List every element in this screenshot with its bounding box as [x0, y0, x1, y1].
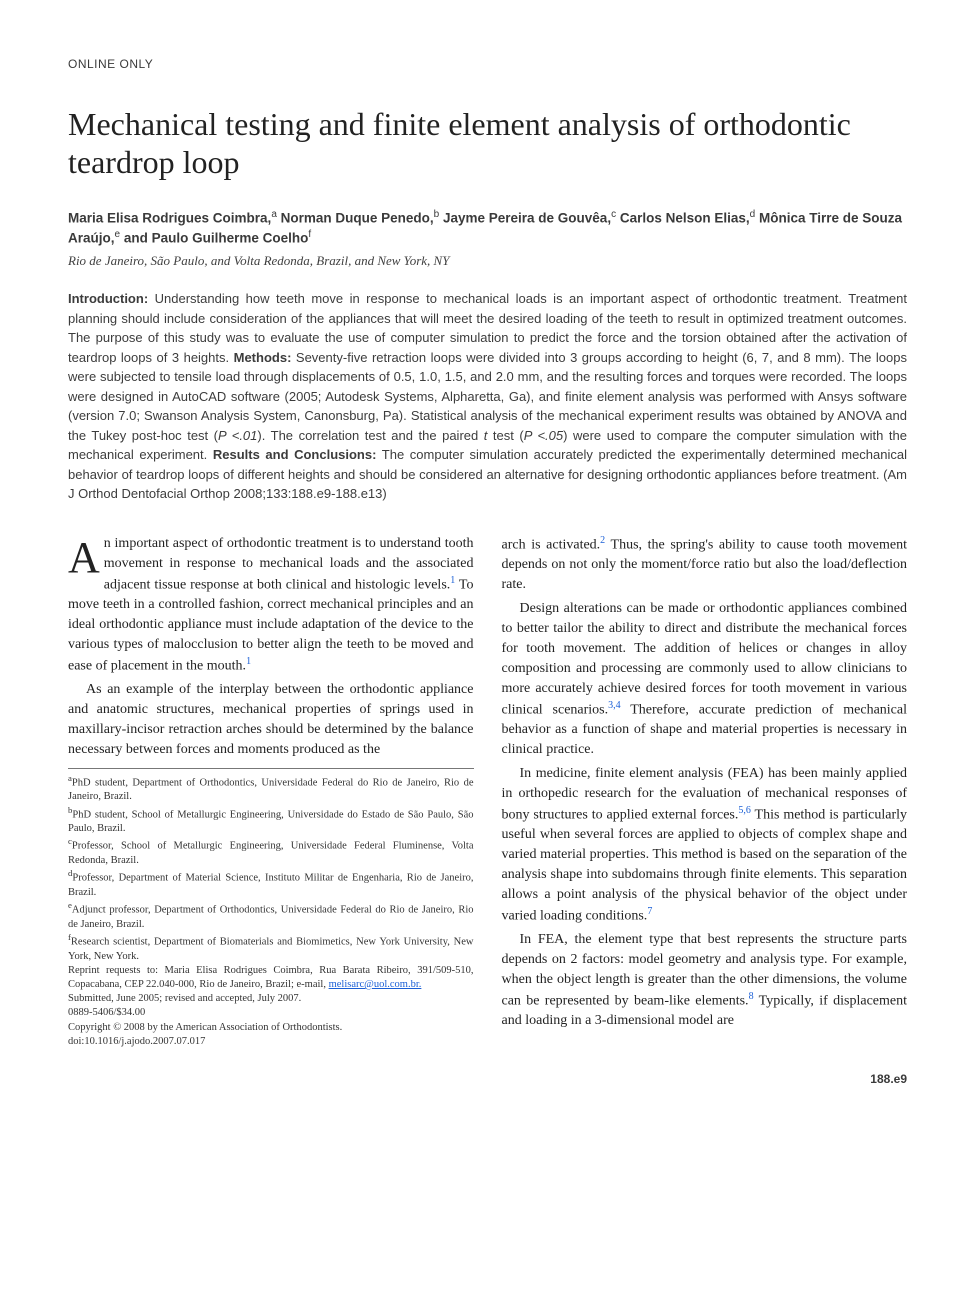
article-title: Mechanical testing and finite element an… [68, 106, 907, 182]
body-p3: arch is activated.2 Thus, the spring's a… [502, 534, 908, 595]
abstract-results-label: Results and Conclusions: [213, 447, 377, 462]
page-number: 188.e9 [68, 1071, 907, 1087]
affil-b: bPhD student, School of Metallurgic Engi… [68, 805, 474, 837]
abstract-p05: P <.05 [524, 428, 563, 443]
copyright-line: Copyright © 2008 by the American Associa… [68, 1021, 474, 1035]
abstract-methods-label: Methods: [234, 350, 292, 365]
body-p1: An important aspect of orthodontic treat… [68, 534, 474, 676]
reference-5-6[interactable]: 5,6 [738, 805, 751, 816]
affil-c: cProfessor, School of Metallurgic Engine… [68, 836, 474, 868]
doi-line: doi:10.1016/j.ajodo.2007.07.017 [68, 1035, 474, 1049]
affil-d: dProfessor, Department of Material Scien… [68, 868, 474, 900]
body-p3a: arch is activated. [502, 538, 601, 553]
submitted-line: Submitted, June 2005; revised and accept… [68, 992, 474, 1006]
abstract-intro-label: Introduction: [68, 291, 148, 306]
reference-3-4[interactable]: 3,4 [608, 700, 621, 711]
body-p4a: Design alterations can be made or orthod… [502, 601, 908, 717]
affil-e: eAdjunct professor, Department of Orthod… [68, 900, 474, 932]
affil-f: fResearch scientist, Department of Bioma… [68, 932, 474, 964]
body-p5b: This method is particularly useful when … [502, 807, 908, 923]
abstract-methods-tail: ). The correlation test and the paired [257, 428, 483, 443]
abstract-block: Introduction: Understanding how teeth mo… [68, 289, 907, 504]
body-p2: As an example of the interplay between t… [68, 680, 474, 760]
affiliation-block: aPhD student, Department of Orthodontics… [68, 768, 474, 1049]
abstract-methods-tail2: test ( [487, 428, 523, 443]
body-p1-text: n important aspect of orthodontic treatm… [104, 536, 474, 592]
body-p4: Design alterations can be made or orthod… [502, 599, 908, 760]
author-locations: Rio de Janeiro, São Paulo, and Volta Red… [68, 252, 907, 270]
abstract-p01: P <.01 [218, 428, 257, 443]
reprint-email-link[interactable]: melisarc@uol.com.br. [329, 979, 422, 990]
reprint-requests: Reprint requests to: Maria Elisa Rodrigu… [68, 964, 474, 992]
section-kicker: ONLINE ONLY [68, 56, 907, 72]
body-p6: In FEA, the element type that best repre… [502, 930, 908, 1031]
author-list: Maria Elisa Rodrigues Coimbra,a Norman D… [68, 208, 907, 248]
issn-line: 0889-5406/$34.00 [68, 1006, 474, 1020]
reference-1b[interactable]: 1 [246, 656, 251, 667]
affil-a: aPhD student, Department of Orthodontics… [68, 773, 474, 805]
body-columns: An important aspect of orthodontic treat… [68, 534, 907, 1049]
reference-7[interactable]: 7 [647, 906, 652, 917]
body-p5: In medicine, finite element analysis (FE… [502, 764, 908, 926]
dropcap-letter: A [68, 534, 104, 578]
